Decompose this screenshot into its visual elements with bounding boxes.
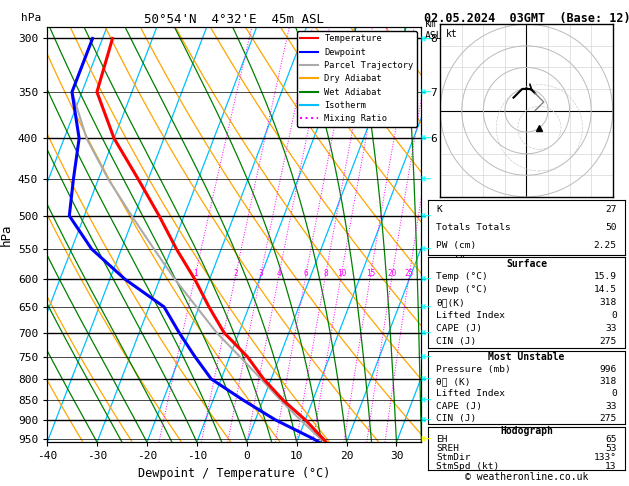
Text: StmDir: StmDir xyxy=(436,453,470,462)
Text: 25: 25 xyxy=(405,269,414,278)
Text: ⇤: ⇤ xyxy=(421,432,431,445)
Text: ⇤: ⇤ xyxy=(421,300,431,313)
Text: 2: 2 xyxy=(234,269,238,278)
Text: 33: 33 xyxy=(605,401,617,411)
Text: Lifted Index: Lifted Index xyxy=(436,389,505,399)
Text: 15.9: 15.9 xyxy=(594,272,617,281)
Text: Most Unstable: Most Unstable xyxy=(488,352,565,363)
Text: ⇤: ⇤ xyxy=(421,350,431,363)
Text: Surface: Surface xyxy=(506,259,547,269)
Text: 13: 13 xyxy=(605,462,617,470)
Text: ⇤: ⇤ xyxy=(421,273,431,286)
Text: CIN (J): CIN (J) xyxy=(436,414,476,423)
Text: Lifted Index: Lifted Index xyxy=(436,312,505,320)
X-axis label: Dewpoint / Temperature (°C): Dewpoint / Temperature (°C) xyxy=(138,467,330,480)
Text: K: K xyxy=(436,205,442,214)
Text: 318: 318 xyxy=(599,298,617,307)
Text: 14.5: 14.5 xyxy=(594,285,617,294)
Y-axis label: hPa: hPa xyxy=(0,223,13,246)
Text: ⇤: ⇤ xyxy=(421,209,431,222)
Text: 27: 27 xyxy=(605,205,617,214)
Text: Mixing Ratio (g/kg): Mixing Ratio (g/kg) xyxy=(455,228,465,340)
Text: 996: 996 xyxy=(599,365,617,374)
Text: 15: 15 xyxy=(366,269,376,278)
Text: 1: 1 xyxy=(194,269,198,278)
Text: 6: 6 xyxy=(304,269,308,278)
Text: 33: 33 xyxy=(605,324,617,333)
Text: ⇤: ⇤ xyxy=(421,414,431,426)
Text: 318: 318 xyxy=(599,377,617,386)
Text: 275: 275 xyxy=(599,337,617,347)
Text: ⇤: ⇤ xyxy=(421,326,431,339)
Text: © weatheronline.co.uk: © weatheronline.co.uk xyxy=(465,472,589,482)
Text: Totals Totals: Totals Totals xyxy=(436,223,511,232)
Text: CIN (J): CIN (J) xyxy=(436,337,476,347)
Text: 53: 53 xyxy=(605,444,617,453)
Text: Hodograph: Hodograph xyxy=(500,426,553,436)
Text: ⇤: ⇤ xyxy=(421,86,431,99)
Legend: Temperature, Dewpoint, Parcel Trajectory, Dry Adiabat, Wet Adiabat, Isotherm, Mi: Temperature, Dewpoint, Parcel Trajectory… xyxy=(297,31,417,127)
Text: 50: 50 xyxy=(605,223,617,232)
Text: ⇤: ⇤ xyxy=(421,243,431,256)
Text: 8: 8 xyxy=(323,269,328,278)
Text: 0: 0 xyxy=(611,389,617,399)
Text: PW (cm): PW (cm) xyxy=(436,242,476,250)
Text: 4: 4 xyxy=(277,269,282,278)
Text: 0: 0 xyxy=(611,312,617,320)
Text: EH: EH xyxy=(436,435,448,444)
Text: Temp (°C): Temp (°C) xyxy=(436,272,488,281)
Text: LCL: LCL xyxy=(429,437,447,447)
Text: Pressure (mb): Pressure (mb) xyxy=(436,365,511,374)
Text: CAPE (J): CAPE (J) xyxy=(436,401,482,411)
Text: 10: 10 xyxy=(337,269,346,278)
Text: CAPE (J): CAPE (J) xyxy=(436,324,482,333)
Text: SREH: SREH xyxy=(436,444,459,453)
Text: ⇤: ⇤ xyxy=(421,132,431,145)
Text: hPa: hPa xyxy=(21,13,42,22)
Text: ⇤: ⇤ xyxy=(421,394,431,406)
Text: StmSpd (kt): StmSpd (kt) xyxy=(436,462,499,470)
Text: 3: 3 xyxy=(259,269,264,278)
Text: θᴇ (K): θᴇ (K) xyxy=(436,377,470,386)
Text: ⇤: ⇤ xyxy=(421,372,431,385)
Text: Dewp (°C): Dewp (°C) xyxy=(436,285,488,294)
Text: ⇤: ⇤ xyxy=(421,173,431,186)
Text: km
ASL: km ASL xyxy=(425,19,442,41)
Text: θᴇ(K): θᴇ(K) xyxy=(436,298,465,307)
Text: 2.25: 2.25 xyxy=(594,242,617,250)
Text: 65: 65 xyxy=(605,435,617,444)
Text: 133°: 133° xyxy=(594,453,617,462)
Text: kt: kt xyxy=(445,30,457,39)
Text: 20: 20 xyxy=(388,269,397,278)
Title: 50°54'N  4°32'E  45m ASL: 50°54'N 4°32'E 45m ASL xyxy=(144,13,325,26)
Text: ⇤: ⇤ xyxy=(421,32,431,45)
Text: 275: 275 xyxy=(599,414,617,423)
Text: 02.05.2024  03GMT  (Base: 12): 02.05.2024 03GMT (Base: 12) xyxy=(424,12,629,25)
